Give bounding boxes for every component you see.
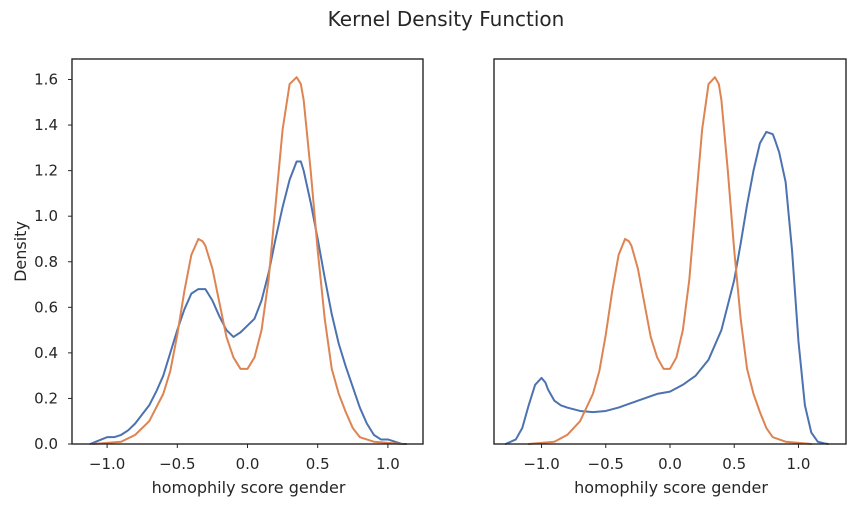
- subplot-2: −1.0 −0.5 0.0 0.5 1.0 homophily score gender: [493, 58, 847, 497]
- axes-frame: [71, 58, 424, 445]
- x-tick-label: 1.0: [376, 455, 400, 473]
- y-tick-label: 0.8: [34, 253, 58, 271]
- subplot-1: −1.0 −0.5 0.0 0.5 1.0 0.0 0.2 0.4 0.6 0.8 1.0 1.2 1.…: [11, 58, 424, 497]
- y-tick-label: 0.6: [34, 298, 58, 316]
- series-line-orange: [527, 76, 813, 445]
- series-line-blue: [504, 130, 830, 445]
- y-tick-label: 1.2: [34, 162, 58, 180]
- x-tick-label: 1.0: [787, 455, 811, 473]
- x-tick-label: 0.0: [236, 455, 260, 473]
- y-axis-label: Density: [11, 221, 30, 282]
- y-tick-label: 0.2: [34, 389, 58, 407]
- x-tick-label: −1.0: [523, 455, 559, 473]
- x-tick-label: −0.5: [588, 455, 624, 473]
- y-tick-label: 0.4: [34, 344, 58, 362]
- series-line-blue: [89, 160, 408, 445]
- y-tick-label: 1.0: [34, 207, 58, 225]
- x-tick-label: 0.0: [658, 455, 682, 473]
- x-tick-label: 0.5: [722, 455, 746, 473]
- series-line-orange: [92, 76, 403, 445]
- y-tick-label: 1.4: [34, 116, 58, 134]
- y-tick-label: 0.0: [34, 435, 58, 453]
- x-axis-label: homophily score gender: [574, 478, 768, 497]
- y-tick-label: 1.6: [34, 71, 58, 89]
- x-tick-label: 0.5: [306, 455, 330, 473]
- figure-title: Kernel Density Function: [328, 7, 565, 31]
- x-tick-label: −0.5: [159, 455, 195, 473]
- x-axis-label: homophily score gender: [152, 478, 346, 497]
- x-tick-label: −1.0: [89, 455, 125, 473]
